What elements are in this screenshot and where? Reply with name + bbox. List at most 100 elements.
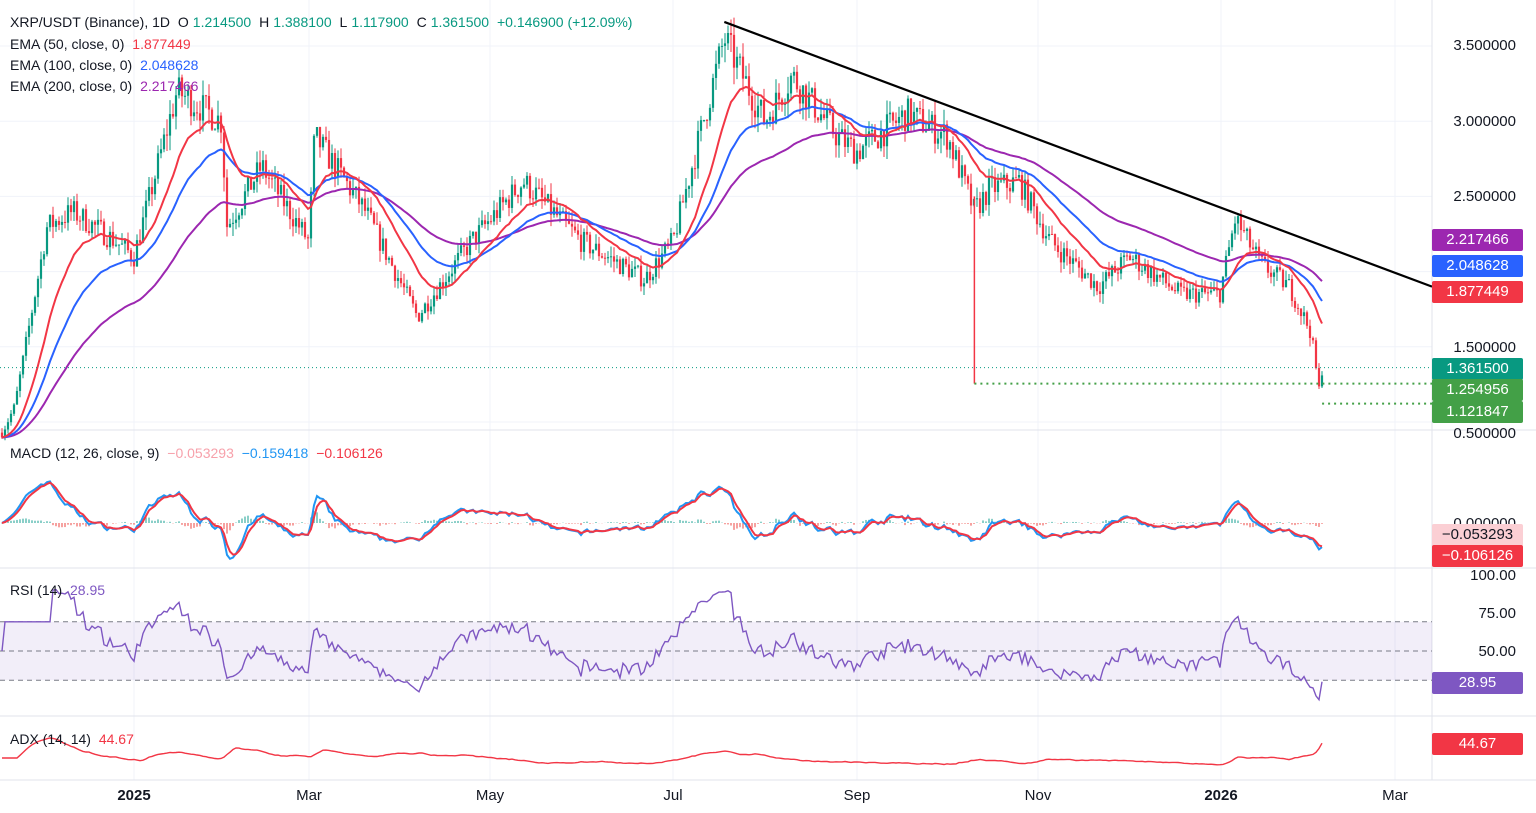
candle-body [426, 303, 430, 312]
candle-body [846, 137, 850, 147]
macd-histogram-bar [733, 523, 735, 530]
candle-body [42, 254, 46, 260]
macd-histogram-bar [205, 522, 207, 523]
candle-body [141, 217, 145, 243]
macd-histogram-bar [31, 520, 33, 523]
ema200-legend[interactable]: EMA (200, close, 0) 2.217466 [10, 77, 202, 95]
macd-histogram-bar [1282, 523, 1284, 525]
macd-histogram-bar [907, 521, 909, 523]
candle-body [573, 226, 577, 231]
candle-body [1128, 255, 1132, 261]
candle-body [1194, 288, 1198, 303]
candle-body [156, 153, 160, 179]
candle-body [369, 207, 373, 213]
macd-histogram-bar [667, 521, 669, 523]
candle-body [444, 281, 448, 288]
candle-body [1281, 269, 1285, 288]
candle-body [1272, 272, 1276, 277]
candle-body [630, 268, 634, 278]
macd-histogram-bar [1186, 523, 1188, 524]
macd-histogram-bar [394, 523, 396, 525]
macd-histogram-bar [904, 523, 906, 526]
ema100-legend[interactable]: EMA (100, close, 0) 2.048628 [10, 56, 202, 74]
macd-histogram-bar [1033, 523, 1035, 525]
macd-histogram-bar [433, 519, 435, 523]
macd-histogram-bar [1039, 523, 1041, 526]
macd-legend[interactable]: MACD (12, 26, close, 9) −0.053293 −0.159… [10, 444, 387, 462]
ema50-legend[interactable]: EMA (50, close, 0) 1.877449 [10, 35, 195, 53]
candle-body [1005, 174, 1009, 188]
candle-body [414, 303, 418, 314]
candle-body [690, 168, 694, 187]
macd-histogram-bar [259, 520, 261, 523]
candle-body [1110, 266, 1114, 277]
candle-body [492, 210, 496, 222]
candle-body [1023, 179, 1027, 200]
candle-body [564, 211, 568, 220]
candle-body [519, 187, 523, 197]
macd-histogram-bar [421, 522, 423, 523]
macd-histogram-bar [1138, 523, 1140, 526]
candle-body [150, 187, 154, 195]
macd-histogram-bar [937, 523, 939, 525]
macd-histogram-bar [1168, 523, 1170, 524]
macd-histogram-bar [70, 523, 72, 526]
candle-body [729, 33, 733, 35]
candle-body [390, 257, 394, 266]
candle-body [522, 184, 526, 188]
candle-body [1077, 261, 1081, 268]
time-tick: Jul [663, 787, 683, 804]
candle-body [450, 273, 454, 277]
macd-histogram-bar [472, 522, 474, 523]
candle-body [39, 259, 43, 279]
candle-body [984, 192, 988, 205]
macd-histogram-bar [1063, 521, 1065, 523]
macd-histogram-bar [130, 523, 132, 525]
macd-histogram-bar [847, 522, 849, 523]
candle-body [387, 257, 391, 260]
macd-hist-tag: −0.053293 [1432, 524, 1523, 546]
candle-body [681, 201, 685, 203]
candle-body [381, 238, 385, 251]
candle-body [930, 114, 934, 124]
candle-body [498, 197, 502, 218]
macd-histogram-bar [316, 512, 318, 523]
macd-histogram-bar [952, 523, 954, 525]
macd-histogram-bar [850, 522, 852, 523]
candle-body [291, 219, 295, 227]
macd-histogram-bar [220, 523, 222, 525]
candle-body [396, 278, 400, 281]
macd-histogram-bar [1297, 523, 1299, 525]
candle-body [429, 306, 433, 312]
time-tick: Nov [1024, 787, 1052, 804]
adx-legend[interactable]: ADX (14, 14) 44.67 [10, 730, 138, 748]
macd-histogram-bar [727, 523, 729, 525]
candle-body [747, 76, 751, 96]
macd-histogram-bar [763, 523, 765, 524]
macd-histogram-bar [463, 522, 465, 523]
rsi-legend[interactable]: RSI (14) 28.95 [10, 581, 109, 599]
candle-body [888, 112, 892, 115]
candle-body [981, 192, 985, 213]
macd-histogram-bar [1309, 523, 1311, 525]
candle-body [660, 253, 664, 268]
macd-histogram-bar [13, 520, 15, 523]
candle-body [993, 177, 997, 193]
macd-histogram-bar [889, 520, 891, 523]
candle-body [405, 286, 409, 288]
ema50-price-tag: 1.877449 [1432, 281, 1523, 303]
candle-body [1233, 223, 1237, 234]
macd-histogram-bar [739, 523, 741, 528]
macd-histogram-bar [967, 523, 969, 524]
macd-histogram-bar [685, 520, 687, 523]
candle-body [15, 390, 19, 405]
macd-histogram-bar [199, 523, 201, 527]
close-price-tag: 1.361500 [1432, 358, 1523, 380]
candle-body [726, 33, 730, 44]
macd-histogram-bar [229, 523, 231, 531]
candle-body [1050, 233, 1054, 235]
macd-histogram-bar [451, 521, 453, 523]
macd-histogram-bar [1288, 522, 1290, 523]
macd-histogram-bar [52, 523, 54, 526]
